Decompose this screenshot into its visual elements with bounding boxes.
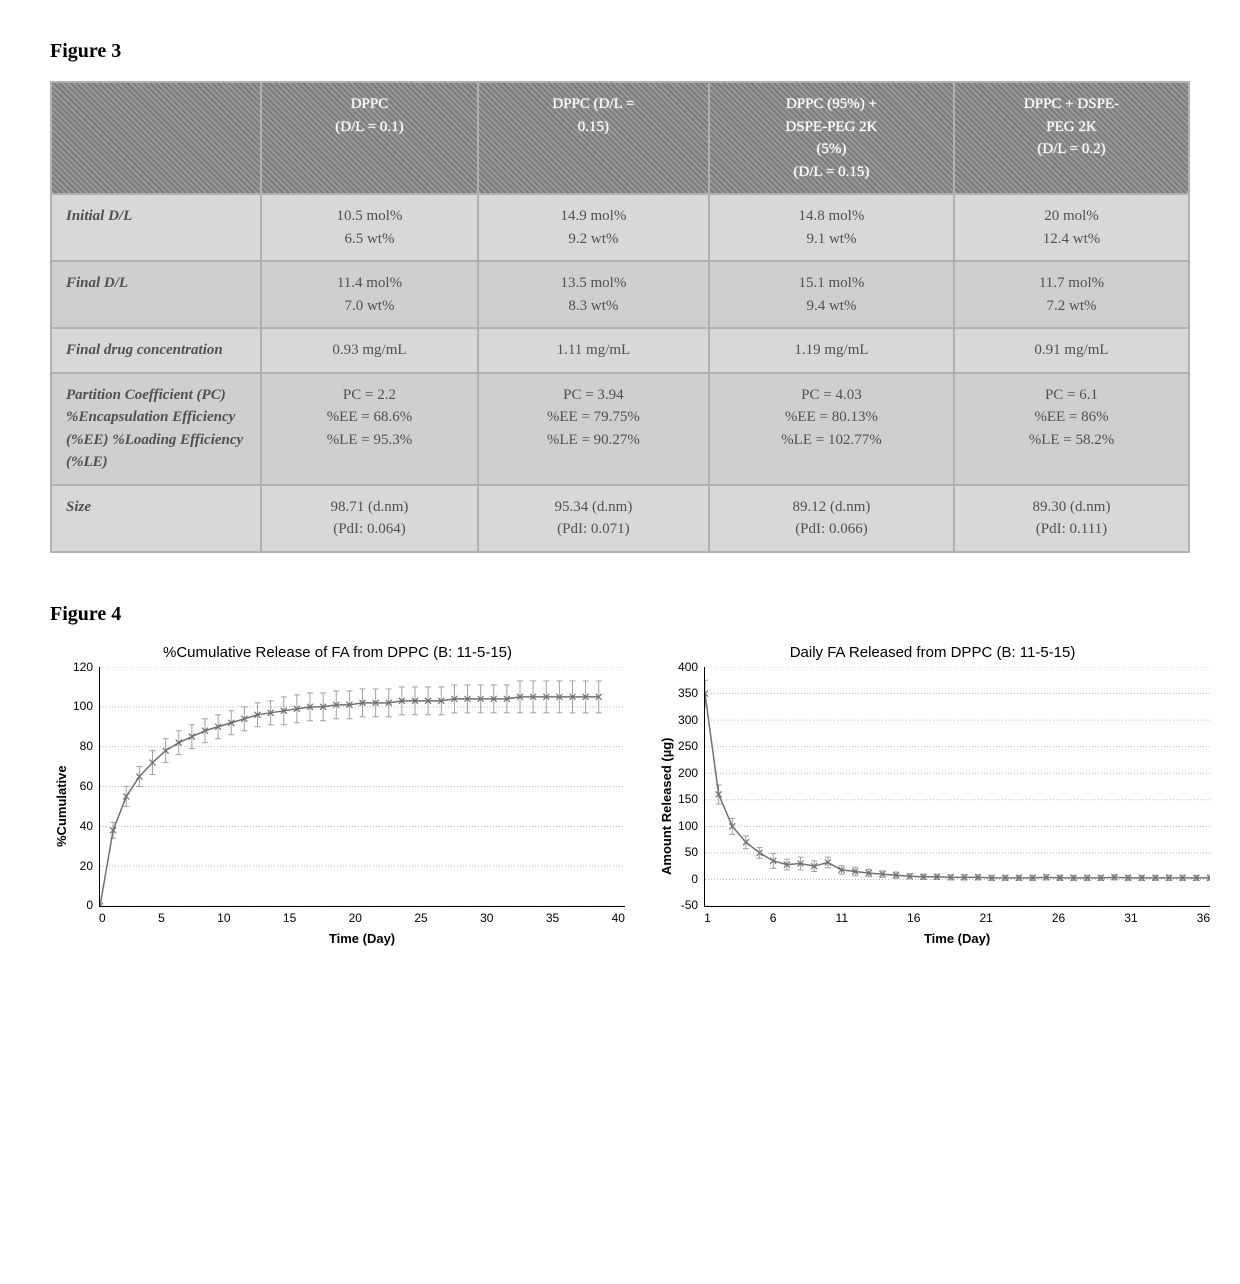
cell-0-3: 20 mol%12.4 wt%	[954, 194, 1189, 261]
cell-1-3: 11.7 mol%7.2 wt%	[954, 261, 1189, 328]
xtick: 0	[99, 911, 106, 925]
cell-2-2: 1.19 mg/mL	[709, 328, 954, 373]
chart-svg	[100, 667, 625, 906]
xtick: 16	[907, 911, 920, 925]
xtick: 40	[612, 911, 625, 925]
cell-3-2: PC = 4.03%EE = 80.13%%LE = 102.77%	[709, 373, 954, 485]
chartA-xlabel: Time (Day)	[99, 931, 625, 946]
table-col-0	[51, 82, 261, 194]
figure3-table: DPPC(D/L = 0.1)DPPC (D/L =0.15)DPPC (95%…	[50, 81, 1190, 553]
table-col-2: DPPC (D/L =0.15)	[478, 82, 709, 194]
chartB-ylabel: Amount Released (µg)	[655, 667, 678, 946]
row-header-4: Size	[51, 485, 261, 552]
xtick: 36	[1197, 911, 1210, 925]
figure4-charts: %Cumulative Release of FA from DPPC (B: …	[50, 644, 1190, 946]
cell-4-3: 89.30 (d.nm)(PdI: 0.111)	[954, 485, 1189, 552]
xtick: 5	[158, 911, 165, 925]
chartB-xaxis: 16111621263136	[704, 911, 1210, 925]
chartA-title: %Cumulative Release of FA from DPPC (B: …	[50, 644, 625, 661]
cell-4-1: 95.34 (d.nm)(PdI: 0.071)	[478, 485, 709, 552]
table-col-1: DPPC(D/L = 0.1)	[261, 82, 478, 194]
cell-1-2: 15.1 mol%9.4 wt%	[709, 261, 954, 328]
xtick: 35	[546, 911, 559, 925]
xtick: 30	[480, 911, 493, 925]
cell-1-0: 11.4 mol%7.0 wt%	[261, 261, 478, 328]
chartA-plot	[99, 667, 625, 907]
xtick: 10	[217, 911, 230, 925]
cell-1-1: 13.5 mol%8.3 wt%	[478, 261, 709, 328]
table-col-4: DPPC + DSPE-PEG 2K(D/L = 0.2)	[954, 82, 1189, 194]
xtick: 25	[414, 911, 427, 925]
figure3-title: Figure 3	[50, 40, 1190, 63]
chart-svg	[705, 667, 1210, 906]
figure4-title: Figure 4	[50, 603, 1190, 626]
cell-4-0: 98.71 (d.nm)(PdI: 0.064)	[261, 485, 478, 552]
cell-0-2: 14.8 mol%9.1 wt%	[709, 194, 954, 261]
cell-2-3: 0.91 mg/mL	[954, 328, 1189, 373]
chart-daily: Daily FA Released from DPPC (B: 11-5-15)…	[655, 644, 1210, 946]
cell-3-1: PC = 3.94%EE = 79.75%%LE = 90.27%	[478, 373, 709, 485]
cell-0-0: 10.5 mol%6.5 wt%	[261, 194, 478, 261]
xtick: 15	[283, 911, 296, 925]
chart-cumulative: %Cumulative Release of FA from DPPC (B: …	[50, 644, 625, 946]
row-header-0: Initial D/L	[51, 194, 261, 261]
cell-3-0: PC = 2.2%EE = 68.6%%LE = 95.3%	[261, 373, 478, 485]
chartA-yaxis: 120100806040200	[73, 667, 99, 906]
chartB-yaxis: 400350300250200150100500-50	[678, 667, 704, 906]
chartB-title: Daily FA Released from DPPC (B: 11-5-15)	[655, 644, 1210, 661]
cell-3-3: PC = 6.1%EE = 86%%LE = 58.2%	[954, 373, 1189, 485]
xtick: 20	[349, 911, 362, 925]
cell-4-2: 89.12 (d.nm)(PdI: 0.066)	[709, 485, 954, 552]
cell-0-1: 14.9 mol%9.2 wt%	[478, 194, 709, 261]
xtick: 21	[979, 911, 992, 925]
row-header-2: Final drug concentration	[51, 328, 261, 373]
cell-2-0: 0.93 mg/mL	[261, 328, 478, 373]
xtick: 6	[770, 911, 777, 925]
table-col-3: DPPC (95%) +DSPE-PEG 2K(5%)(D/L = 0.15)	[709, 82, 954, 194]
chartB-xlabel: Time (Day)	[704, 931, 1210, 946]
xtick: 26	[1052, 911, 1065, 925]
xtick: 11	[836, 911, 848, 925]
row-header-1: Final D/L	[51, 261, 261, 328]
row-header-3: Partition Coefficient (PC) %Encapsulatio…	[51, 373, 261, 485]
chartA-xaxis: 0 5 10 15 20 25 30 35 40	[99, 911, 625, 925]
xtick: 1	[704, 911, 711, 925]
chartB-plot	[704, 667, 1210, 907]
chartA-ylabel: %Cumulative	[50, 667, 73, 946]
xtick: 31	[1124, 911, 1137, 925]
cell-2-1: 1.11 mg/mL	[478, 328, 709, 373]
